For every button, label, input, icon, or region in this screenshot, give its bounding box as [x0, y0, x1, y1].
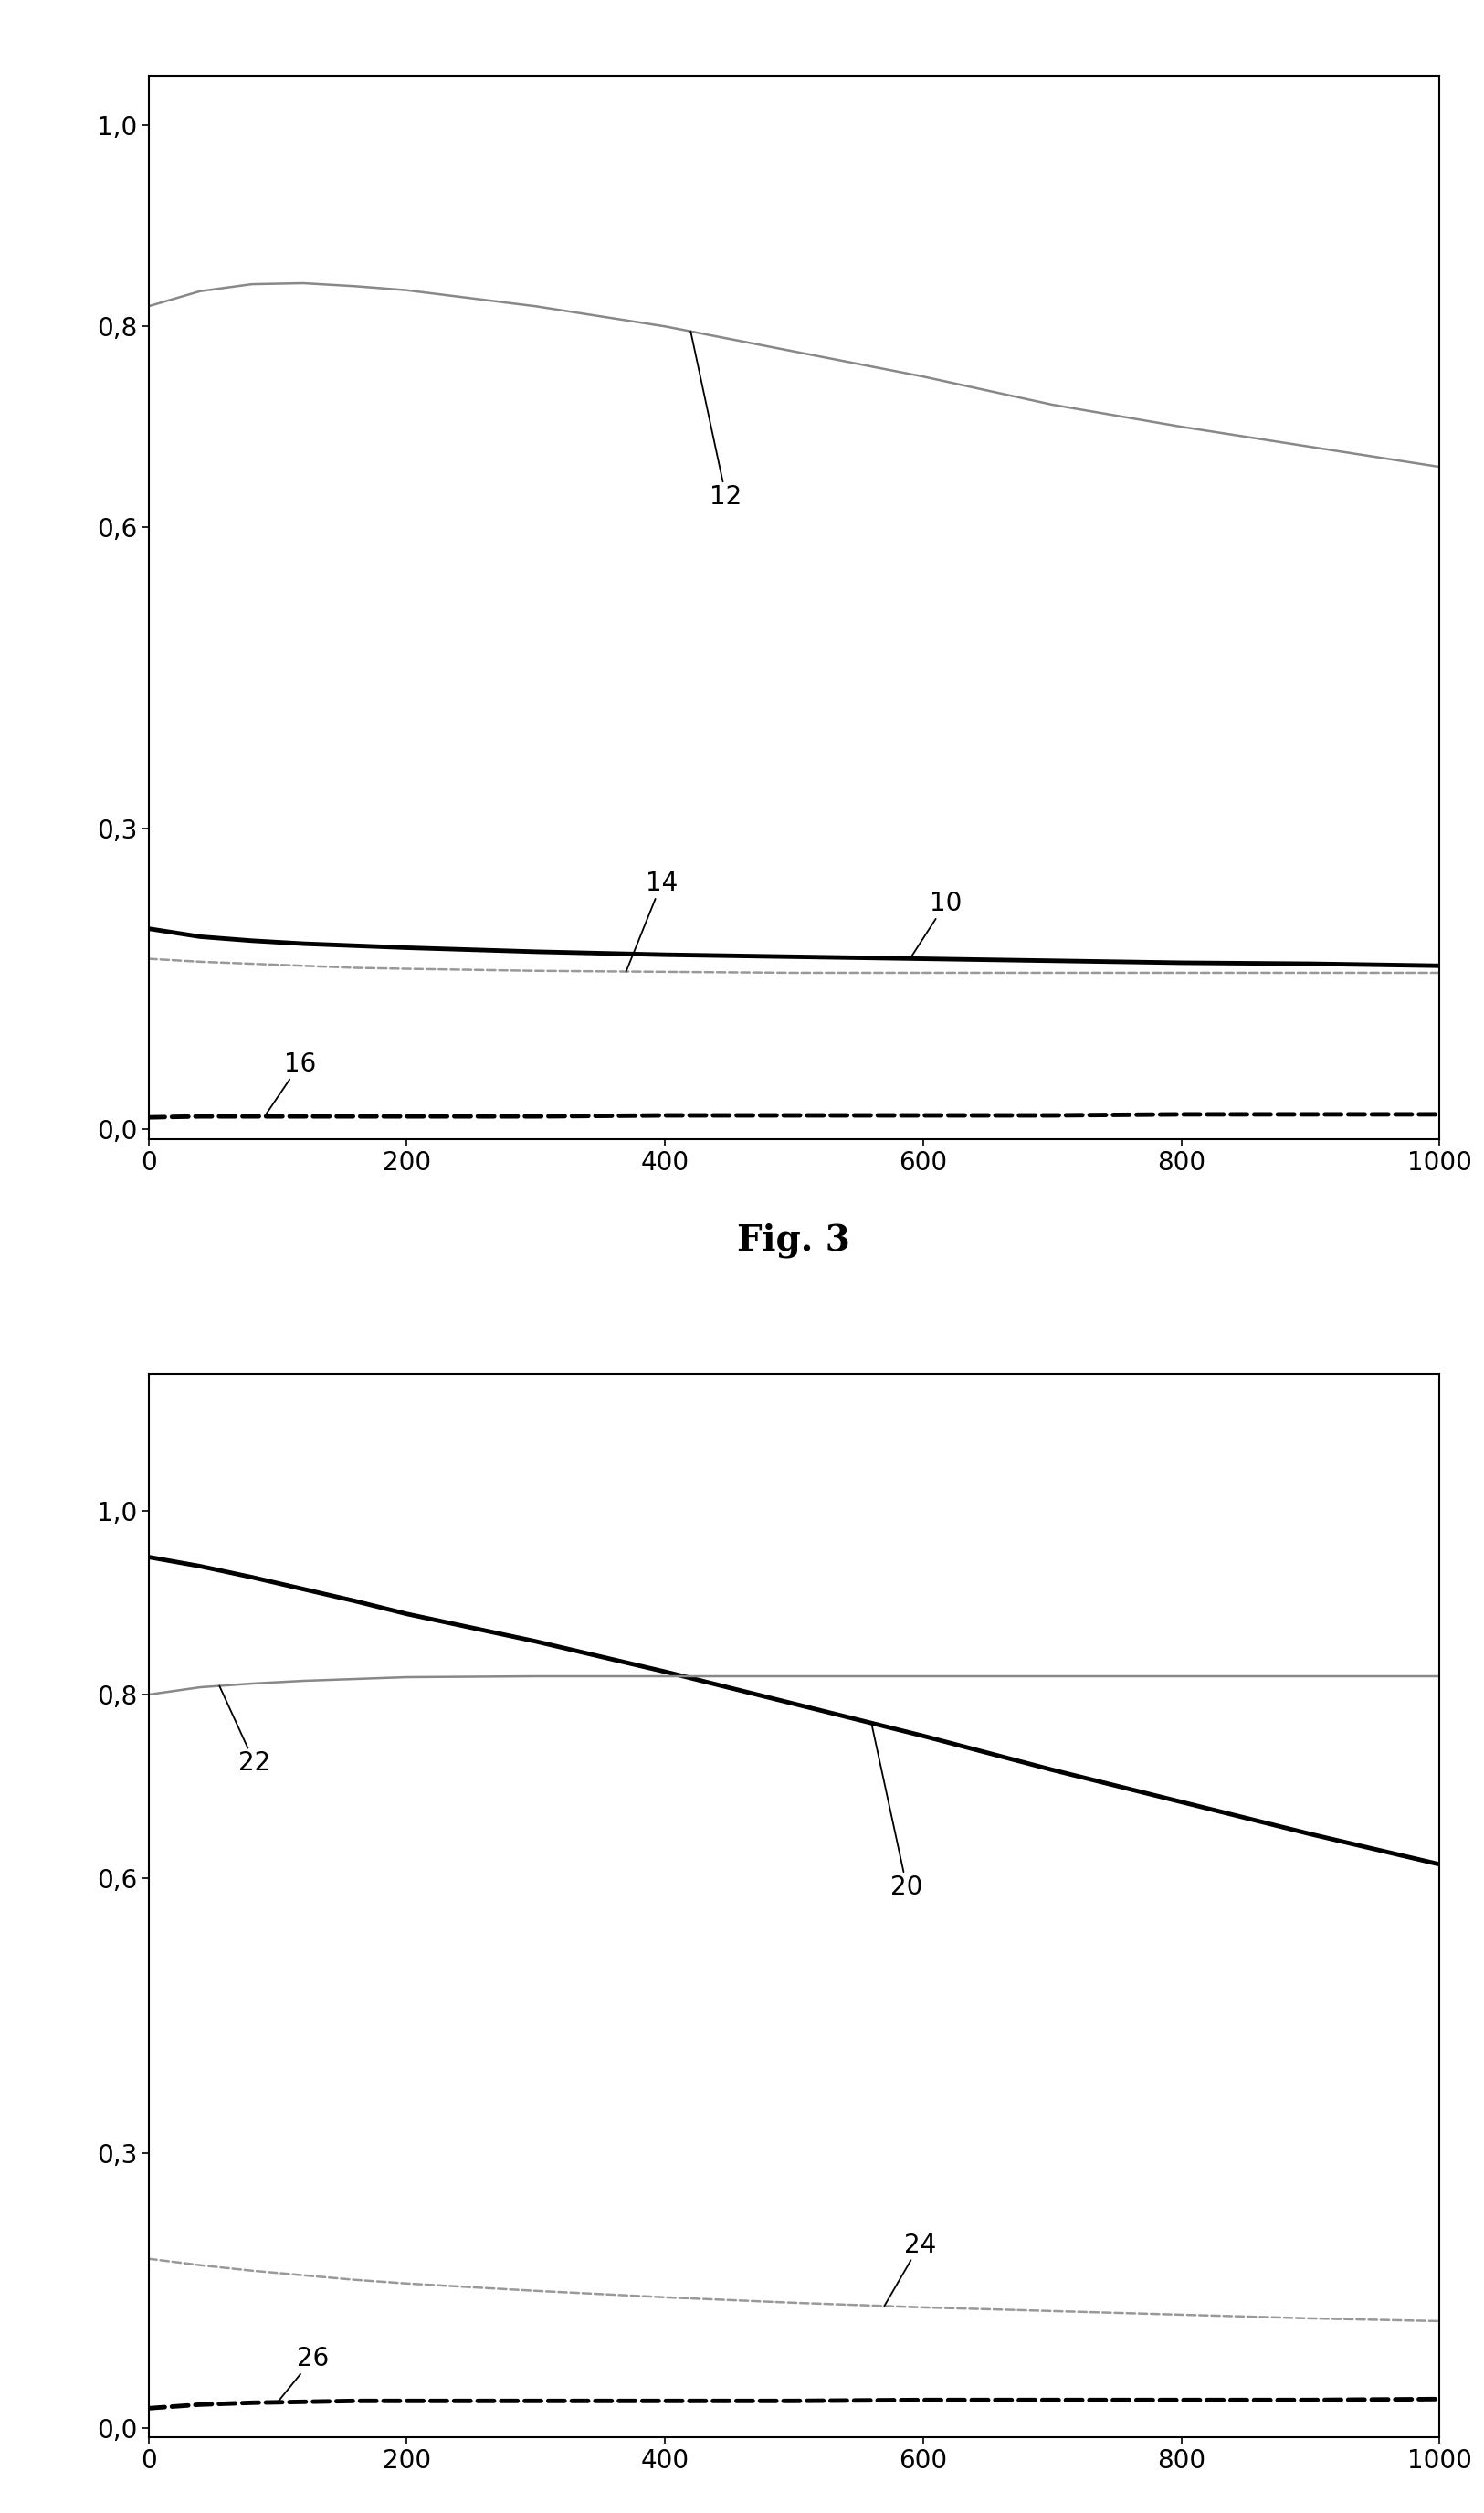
Text: 26: 26: [278, 2347, 329, 2402]
Text: 12: 12: [690, 332, 742, 510]
Text: 10: 10: [910, 890, 962, 957]
Text: 16: 16: [264, 1050, 316, 1116]
Text: 24: 24: [884, 2232, 936, 2307]
Text: Fig. 3: Fig. 3: [738, 1221, 850, 1256]
Text: 22: 22: [220, 1686, 272, 1777]
Text: 14: 14: [626, 869, 678, 973]
Text: 20: 20: [871, 1724, 923, 1900]
